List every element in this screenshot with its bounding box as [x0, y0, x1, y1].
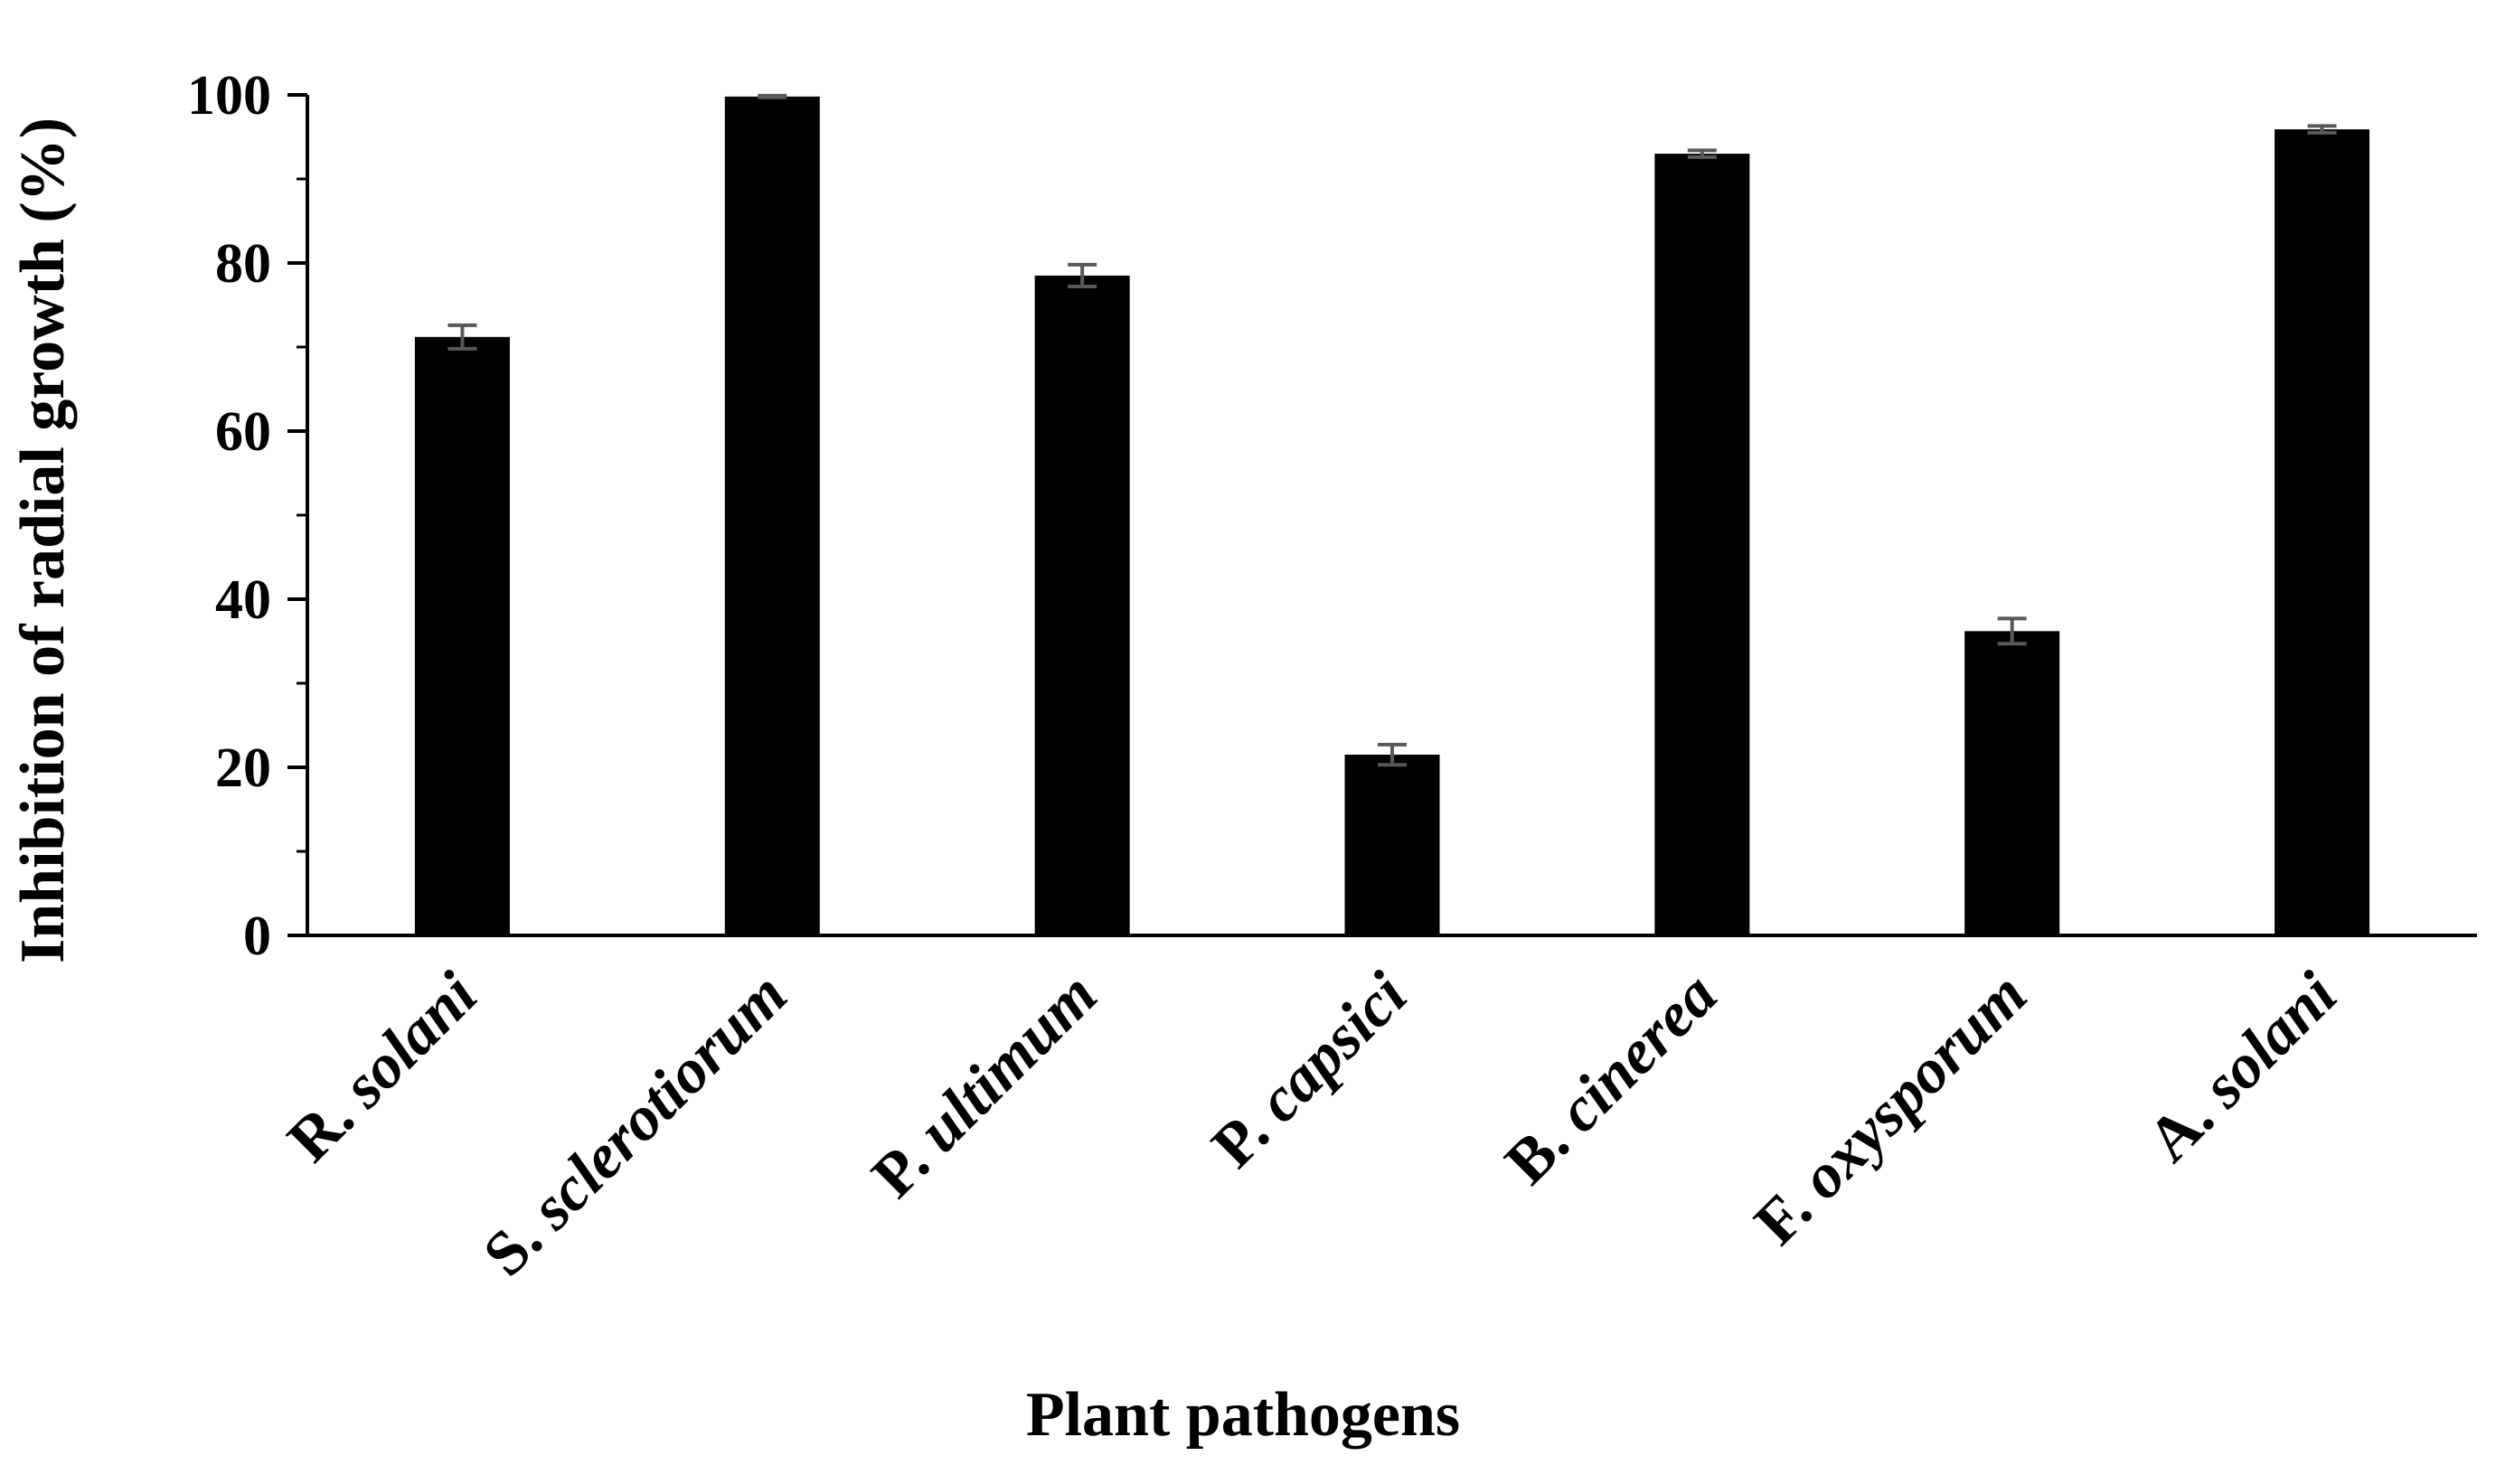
bar: [1344, 755, 1440, 935]
y-tick-label: 40: [215, 569, 271, 631]
bar: [1034, 275, 1130, 935]
bars: [414, 96, 2370, 936]
y-axis-title: Inhibition of radial growth (%): [8, 117, 78, 963]
error-bar: [447, 323, 477, 351]
error-bar: [1378, 742, 1407, 767]
bar: [414, 336, 510, 936]
error-bar: [758, 93, 787, 99]
x-category-label: R. solani: [275, 959, 491, 1175]
error-bars: [447, 93, 2337, 767]
y-tick-label: 100: [187, 65, 271, 127]
error-bar: [1068, 262, 1097, 289]
x-category-label: P. capsici: [1199, 959, 1420, 1180]
category-species: sclerotiorum: [517, 960, 801, 1244]
x-axis-title: Plant pathogens: [1026, 1380, 1460, 1450]
category-species: oxysporum: [1787, 960, 2040, 1213]
category-species: ultimum: [905, 960, 1111, 1166]
bar: [724, 96, 820, 936]
x-category-label: B. cinerea: [1493, 960, 1730, 1198]
y-tick-label: 80: [215, 233, 271, 295]
category-species: cinerea: [1545, 960, 1731, 1146]
y-tick-label: 20: [215, 737, 271, 799]
x-category-label: P. ultimum: [859, 960, 1110, 1211]
y-tick-label: 60: [215, 401, 271, 463]
category-species: capsici: [1245, 959, 1421, 1135]
error-bar: [1997, 616, 2027, 646]
x-category-label: F. oxysporum: [1742, 960, 2040, 1258]
error-bar: [1687, 148, 1717, 159]
error-bar: [2307, 124, 2337, 135]
y-tick-label: 0: [243, 906, 271, 967]
x-category-label: A. solani: [2134, 959, 2350, 1175]
y-axis-tick-labels: 0 20 40 60 80 100: [187, 65, 271, 967]
bar: [2275, 129, 2370, 935]
y-axis-ticks: [287, 93, 307, 937]
bar: [1654, 154, 1750, 936]
bar: [1964, 631, 2060, 935]
x-category-label: S. sclerotiorum: [470, 960, 800, 1290]
